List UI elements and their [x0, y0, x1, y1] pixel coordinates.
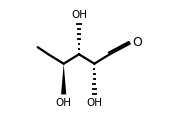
Text: OH: OH — [56, 98, 72, 108]
Text: O: O — [133, 36, 143, 49]
Text: OH: OH — [71, 10, 87, 20]
Polygon shape — [61, 64, 66, 94]
Text: OH: OH — [86, 98, 102, 108]
